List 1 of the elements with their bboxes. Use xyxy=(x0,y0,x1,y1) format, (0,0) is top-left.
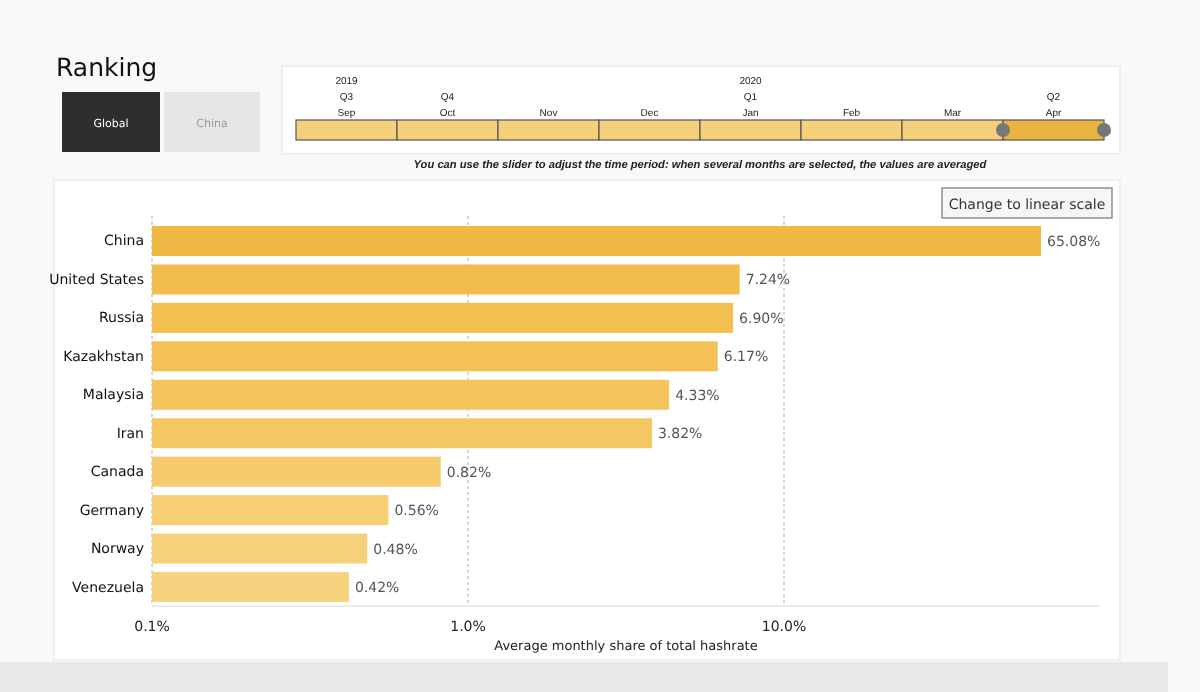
chart-title: Ranking xyxy=(56,52,158,82)
